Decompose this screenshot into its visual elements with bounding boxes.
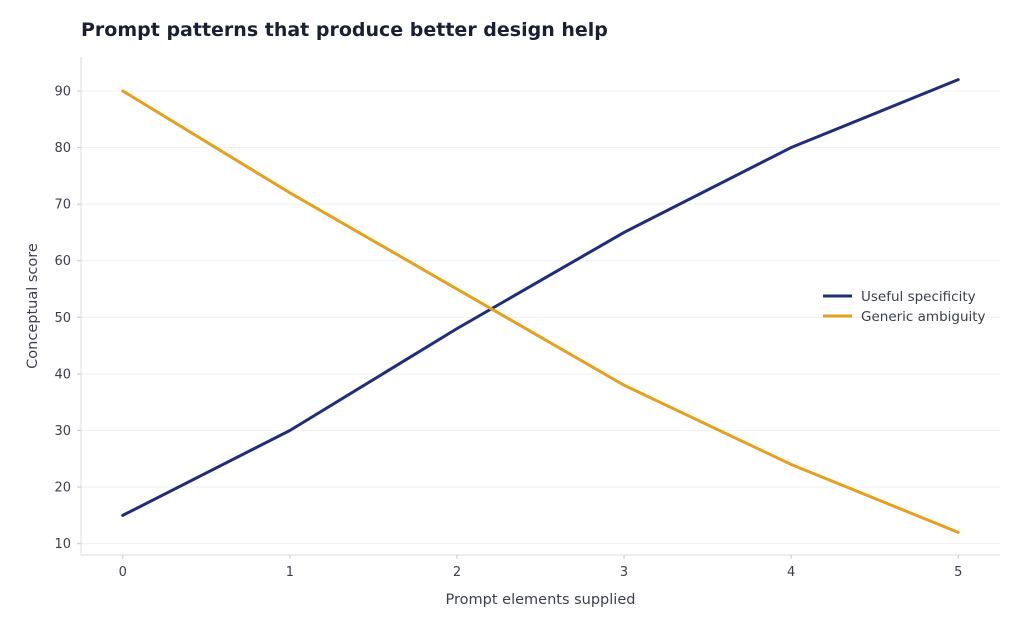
y-axis-ticks: 10 20 30 40 50 60 70 80 90 [54, 84, 81, 552]
y-tick-label: 60 [54, 254, 71, 269]
legend-label: Generic ambiguity [861, 309, 986, 325]
y-tick-label: 30 [54, 424, 71, 439]
x-tick-label: 3 [620, 565, 628, 580]
series-line-2 [121, 89, 960, 534]
x-tick-label: 2 [453, 565, 461, 580]
y-tick-label: 50 [54, 311, 71, 326]
legend-label: Useful specificity [861, 289, 976, 305]
legend: Useful specificity Generic ambiguity [823, 289, 986, 325]
gridlines [81, 90, 1000, 545]
series-lines [121, 78, 960, 534]
x-tick-label: 0 [119, 565, 127, 580]
y-tick-label: 40 [54, 367, 71, 382]
x-tick-label: 4 [787, 565, 795, 580]
axes [80, 57, 1000, 556]
y-tick-label: 90 [54, 84, 71, 99]
y-tick-label: 10 [54, 537, 71, 552]
x-axis-ticks: 0 1 2 3 4 5 [119, 555, 962, 580]
chart-title: Prompt patterns that produce better desi… [81, 19, 608, 41]
x-tick-label: 1 [286, 565, 294, 580]
y-tick-label: 70 [54, 198, 71, 213]
x-axis-label: Prompt elements supplied [446, 592, 636, 608]
y-tick-label: 20 [54, 481, 71, 496]
series-line-1 [121, 78, 960, 517]
x-tick-label: 5 [954, 565, 962, 580]
y-axis-label: Conceptual score [25, 243, 41, 369]
y-tick-label: 80 [54, 141, 71, 156]
